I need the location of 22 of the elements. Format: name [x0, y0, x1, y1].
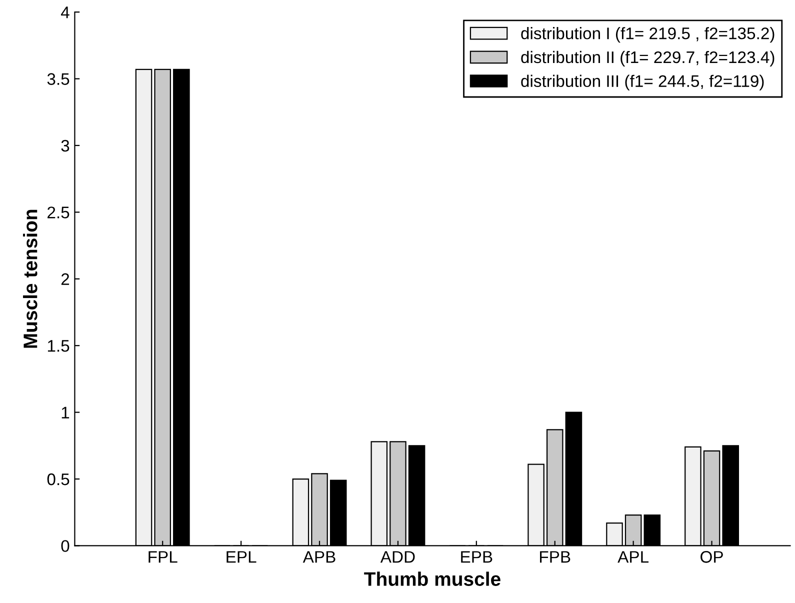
x-tick-label: EPB	[461, 551, 492, 563]
y-axis-title: Muscle tension	[23, 210, 38, 348]
y-tick-label: 0.5	[47, 473, 70, 486]
legend-label: distribution II (f1= 229.7, f2=123.4)	[521, 50, 774, 66]
x-axis-title: Thumb muscle	[364, 572, 500, 586]
y-tick-label: 1	[62, 406, 70, 418]
y-tick-label: 2	[61, 273, 70, 285]
y-tick-label: 3.5	[47, 73, 70, 85]
y-tick-label: 3	[61, 140, 70, 152]
y-tick-label: 1.5	[48, 340, 70, 352]
x-tick-label: EPL	[226, 551, 256, 563]
x-tick-label: APL	[618, 551, 649, 563]
x-tick-label: APB	[302, 551, 336, 563]
y-tick-label: 2.5	[48, 206, 70, 218]
legend-label: distribution III (f1= 244.5, f2=119)	[521, 74, 764, 90]
legend-label: distribution I (f1= 219.5 , f2=135.2)	[521, 27, 774, 43]
x-tick-label: OP	[700, 551, 723, 563]
y-tick-label: 4	[60, 6, 70, 18]
x-tick-label: FPB	[540, 551, 570, 563]
x-tick-label: ADD	[380, 551, 415, 563]
x-tick-label: FPL	[148, 551, 178, 563]
y-tick-label: 0	[61, 540, 70, 552]
